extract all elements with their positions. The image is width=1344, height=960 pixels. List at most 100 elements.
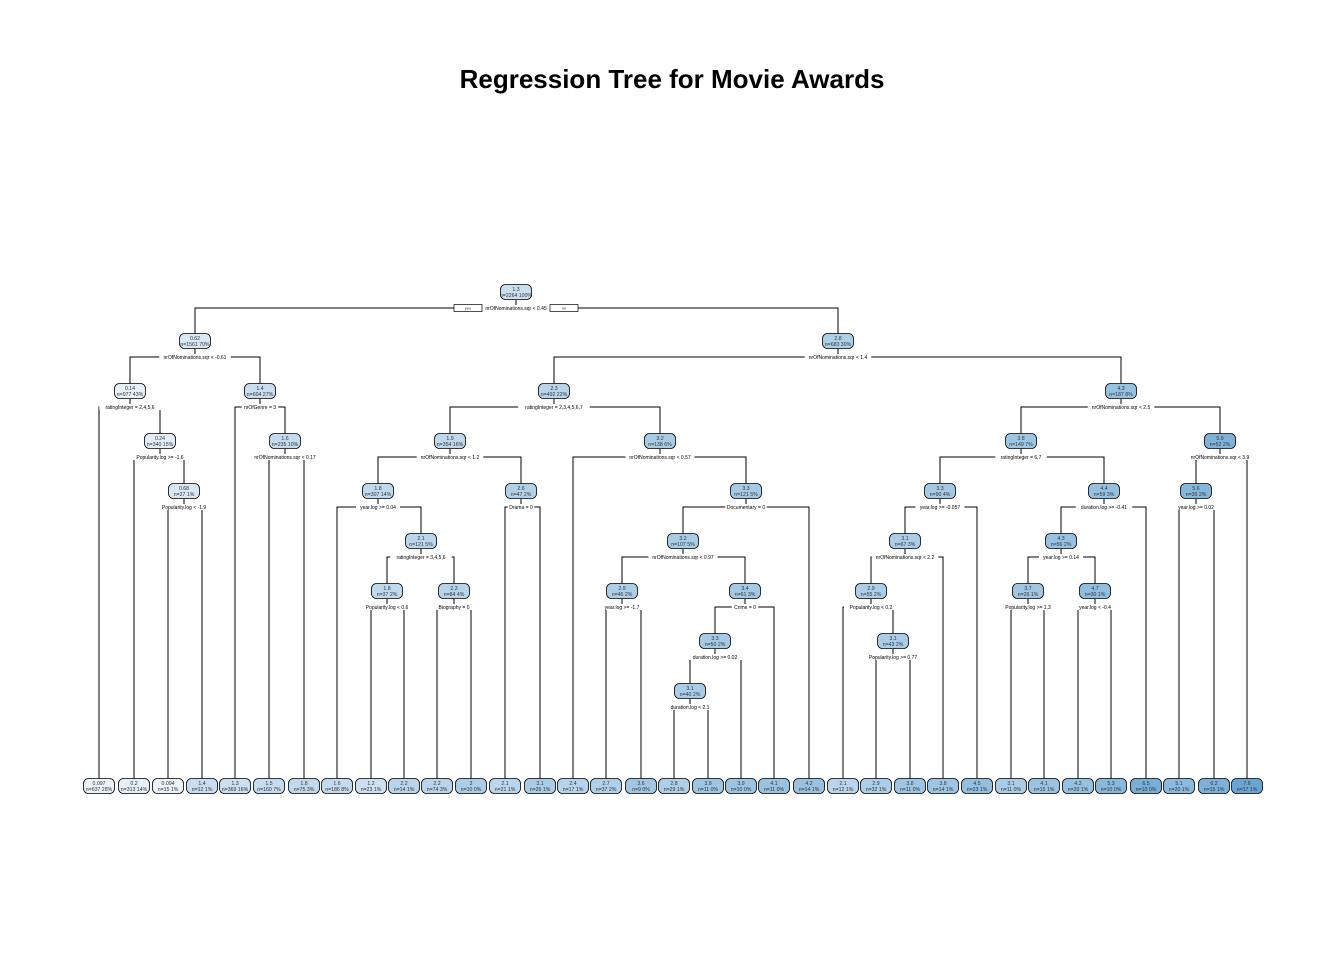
split-label-bg	[915, 504, 965, 510]
tree-edge	[386, 556, 455, 585]
node-box	[144, 433, 176, 449]
node-value: 1.6	[281, 436, 288, 442]
node-box	[253, 778, 285, 794]
node-box	[1198, 778, 1230, 794]
node-count: n=12 1%	[833, 787, 854, 793]
split-label: nrOfNominations.sqr < 2.5	[1092, 405, 1151, 411]
node-box	[83, 778, 115, 794]
node-count: n=20 1%	[1169, 787, 1190, 793]
node-box	[269, 433, 301, 449]
split-label: Crime = 0	[734, 605, 756, 611]
node-box	[860, 778, 892, 794]
split-node: 1.6n=235 10%	[269, 433, 301, 449]
node-count: n=160 7%	[257, 787, 281, 793]
node-box	[168, 483, 200, 499]
leaf-node: 3.9n=10 0%	[725, 778, 757, 794]
node-value: 3.3	[711, 636, 718, 642]
node-count: n=40 2%	[680, 692, 701, 698]
node-value: 2.4	[569, 781, 576, 787]
node-value: 7.6	[1243, 781, 1250, 787]
split-label-bg	[241, 404, 279, 410]
node-value: 3.8	[704, 781, 711, 787]
node-value: 3.9	[737, 781, 744, 787]
node-value: 4.2	[805, 781, 812, 787]
node-count: n=14 1%	[933, 787, 954, 793]
split-label-bg	[999, 604, 1057, 610]
node-value: 4.7	[1091, 586, 1098, 592]
split-label-bg	[435, 604, 473, 610]
split-label: nrOfNominations.sqr < 0.57	[629, 455, 690, 461]
node-box	[1079, 583, 1111, 599]
node-box	[244, 383, 276, 399]
node-box	[489, 778, 521, 794]
leaf-node: 2.7n=37 2%	[590, 778, 622, 794]
split-label: nrOfGenre = 3	[244, 405, 276, 411]
leaf-node: 3.1n=11 0%	[995, 778, 1027, 794]
node-count: n=23 1%	[967, 787, 988, 793]
leaf-node: 4.3n=20 1%	[1062, 778, 1094, 794]
tree-edge	[673, 706, 709, 780]
split-label: ratingInteger = 6,7	[1001, 455, 1042, 461]
node-count: n=75 3%	[294, 787, 315, 793]
node-count: n=977 43%	[117, 392, 144, 398]
split-label: ratingInteger = 3,4,5,6	[396, 555, 445, 561]
split-node: 3.3n=90 4%	[924, 483, 956, 499]
split-node: 0.68n=27 1%	[168, 483, 200, 499]
tree-edge	[621, 556, 746, 585]
node-value: 2.6	[517, 486, 524, 492]
split-label-bg	[725, 504, 767, 510]
node-value: 3.8	[939, 781, 946, 787]
split-label-bg	[1087, 404, 1155, 410]
node-box	[114, 383, 146, 399]
split-label: nrOfNominations.sqr < -0.61	[164, 355, 227, 361]
node-count: n=11 0%	[764, 787, 785, 793]
node-box	[658, 778, 690, 794]
node-box	[421, 778, 453, 794]
split-node: 3.2n=107 5%	[667, 533, 699, 549]
node-box	[674, 683, 706, 699]
node-count: n=9 0%	[632, 787, 650, 793]
node-count: n=138 6%	[648, 442, 672, 448]
split-node: 1.4n=604 27%	[244, 383, 276, 399]
split-node: 2.3n=492 22%	[538, 383, 570, 399]
split-label-bg	[648, 554, 718, 560]
split-label-bg	[155, 504, 213, 510]
node-count: n=14 1%	[799, 787, 820, 793]
node-value: 1.8	[300, 781, 307, 787]
node-box	[1012, 583, 1044, 599]
tree-edge	[504, 506, 541, 780]
node-value: 1.8	[383, 586, 390, 592]
split-label: duration.log >= -0.41	[1081, 505, 1127, 511]
leaf-node: 3.8n=11 0%	[894, 778, 926, 794]
leaf-node: 2.2n=74 3%	[421, 778, 453, 794]
split-label-bg	[507, 504, 535, 510]
node-box	[118, 778, 150, 794]
node-count: n=15 1%	[1034, 787, 1055, 793]
node-count: n=17 1%	[1237, 787, 1258, 793]
chart-title: Regression Tree for Movie Awards	[459, 64, 885, 94]
split-label: nrOfNominations.sqr < 1.4	[809, 355, 868, 361]
node-count: n=55 2%	[861, 592, 882, 598]
node-value: 5.9	[1216, 436, 1223, 442]
tree-edge	[1178, 506, 1215, 780]
split-label: Popularity.log < 0.2	[850, 605, 893, 611]
node-value: 2.1	[839, 781, 846, 787]
node-count: n=20 1%	[1068, 787, 1089, 793]
node-value: 2.8	[670, 781, 677, 787]
split-label: Popularity.log < -1.9	[162, 505, 206, 511]
split-label: Popularity.log >= -1.6	[136, 455, 183, 461]
split-node: 1.9n=354 16%	[434, 433, 466, 449]
split-node: 3.7n=26 1%	[1012, 583, 1044, 599]
split-label-bg	[360, 604, 414, 610]
node-value: 3.1	[686, 686, 693, 692]
node-value: 0.68	[179, 486, 189, 492]
split-node: 3.1n=40 2%	[674, 683, 706, 699]
node-count: n=2264 100%	[500, 293, 533, 299]
node-box	[961, 778, 993, 794]
node-count: n=29 1%	[664, 787, 685, 793]
node-value: 2.9	[618, 586, 625, 592]
split-label-bg	[250, 454, 320, 460]
split-node: 3.4n=61 3%	[729, 583, 761, 599]
node-value: 1.3	[512, 287, 519, 293]
